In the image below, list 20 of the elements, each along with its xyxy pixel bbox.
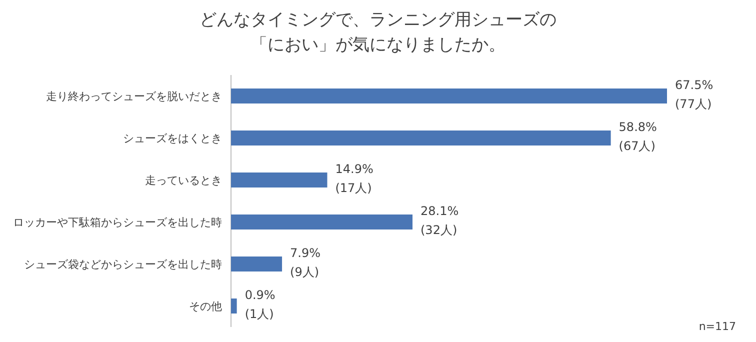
data-label: 67.5% (77人) xyxy=(675,78,714,111)
bar xyxy=(231,298,237,314)
data-label: 7.9% (9人) xyxy=(290,246,321,279)
bar xyxy=(231,214,413,230)
data-label: 58.8% (67人) xyxy=(618,120,657,153)
y-tick-label: シューズ袋などからシューズを出した時 xyxy=(24,258,222,271)
text: n=117 xyxy=(698,320,736,333)
chart-title: どんなタイミングで、ランニング用シューズの「におい」が気になりましたか。 xyxy=(198,9,558,57)
data-label: 0.9% (1人) xyxy=(244,288,276,321)
bar xyxy=(231,130,611,146)
bar xyxy=(231,88,667,104)
y-tick-label: 走っているとき xyxy=(145,174,222,187)
y-tick-label: 走り終わってシューズを脱いだとき xyxy=(46,90,222,103)
data-label: 28.1% (32人) xyxy=(420,204,459,237)
y-tick-label: ロッカーや下駄箱からシューズを出した時 xyxy=(13,216,222,229)
y-tick-label: シューズをはくとき xyxy=(123,132,222,145)
data-label: 14.9% (17人) xyxy=(335,162,374,195)
bar xyxy=(231,172,328,188)
y-tick-label: その他 xyxy=(189,300,222,313)
bar xyxy=(231,256,282,272)
